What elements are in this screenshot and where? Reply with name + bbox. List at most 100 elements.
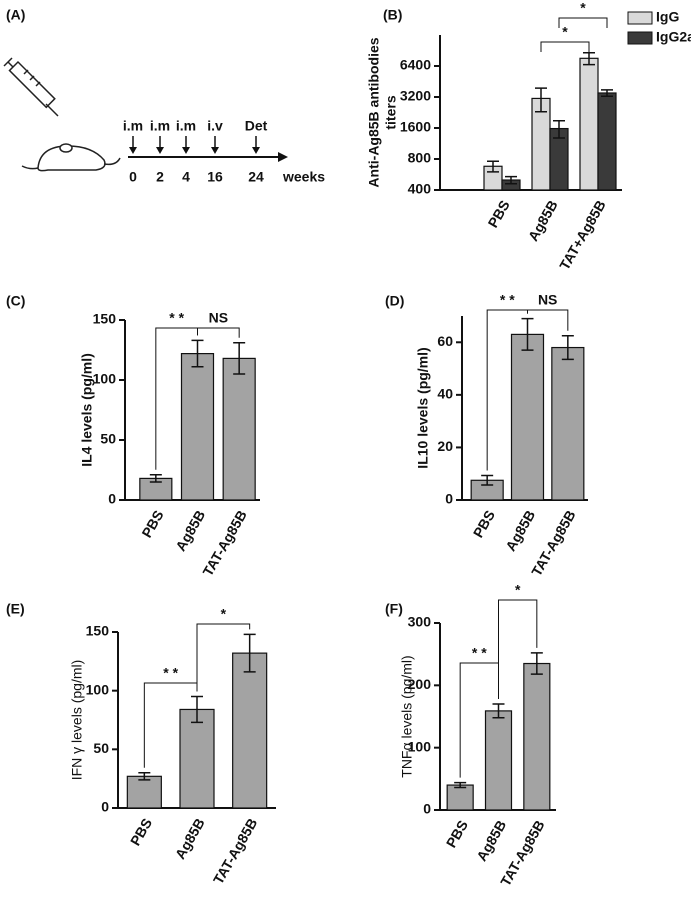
panel-label: (C): [6, 293, 25, 309]
legend-label: IgG: [656, 9, 679, 25]
x-tick-label: TAT+Ag85B: [556, 197, 609, 272]
y-tick-label: 40: [437, 386, 453, 402]
timeline-axis: [128, 152, 288, 162]
bar: [523, 662, 551, 811]
bar: [551, 346, 585, 501]
legend-swatch: [627, 11, 653, 25]
y-axis-label: TNFα levels (pg/ml): [399, 655, 415, 777]
error-bar: [530, 652, 543, 675]
unit-label: weeks: [282, 169, 325, 185]
bar: [510, 333, 545, 501]
route-label: Det: [245, 118, 268, 134]
significance-label: * *: [169, 310, 184, 326]
route-label: i.m: [150, 118, 170, 134]
y-tick-label: 1600: [400, 119, 431, 135]
bar: [126, 775, 162, 809]
significance-label: *: [515, 582, 521, 598]
event-arrowhead: [252, 147, 260, 154]
y-axis-label: IL10 levels (pg/ml): [415, 347, 431, 468]
week-label: 24: [248, 169, 264, 185]
y-tick-label: 800: [408, 150, 432, 166]
bar: [446, 784, 474, 811]
bar: [180, 353, 215, 501]
significance-bracket: [540, 41, 590, 52]
y-tick-label: 0: [108, 491, 116, 507]
significance-label: NS: [538, 292, 557, 308]
significance-label: *: [562, 24, 568, 40]
y-tick-label: 3200: [400, 88, 431, 104]
significance-bracket: [196, 623, 251, 692]
y-axis-label: titers: [383, 95, 399, 129]
y-tick-label: 6400: [400, 57, 431, 73]
error-bar: [243, 633, 256, 673]
y-axis-label: Anti-Ag85B antibodies: [366, 37, 382, 187]
error-bar: [481, 474, 494, 486]
y-tick-label: 20: [437, 438, 453, 454]
significance-label: NS: [209, 310, 228, 326]
bar: [484, 710, 513, 811]
y-tick-label: 200: [408, 676, 432, 692]
panel-label: (B): [383, 7, 402, 23]
week-label: 4: [182, 169, 190, 185]
event-arrowhead: [129, 147, 137, 154]
error-bar: [505, 175, 517, 185]
panel-label: (D): [385, 293, 404, 309]
y-tick-label: 150: [86, 623, 110, 639]
week-label: 16: [207, 169, 223, 185]
error-bar: [233, 342, 246, 375]
panel-label: (F): [385, 601, 403, 617]
error-bar: [535, 87, 547, 113]
event-arrowhead: [211, 147, 219, 154]
significance-label: *: [580, 0, 586, 16]
significance-label: *: [221, 606, 227, 622]
y-axis-label: IFN γ levels (pg/ml): [69, 660, 85, 781]
mouse: [21, 143, 121, 172]
y-tick-label: 60: [437, 333, 453, 349]
error-bar: [191, 695, 203, 724]
y-tick-label: 100: [408, 738, 432, 754]
bar: [232, 652, 268, 809]
y-axis-label: IL4 levels (pg/ml): [79, 353, 95, 467]
event-arrowhead: [182, 147, 190, 154]
panel-label: (E): [6, 601, 25, 617]
x-tick-label: TAT-Ag85B: [199, 507, 250, 579]
significance-bracket: [527, 309, 569, 331]
bar: [579, 57, 599, 191]
y-tick-label: 50: [100, 431, 116, 447]
significance-bracket: [498, 599, 538, 700]
y-tick-label: 400: [408, 181, 432, 197]
legend-swatch: [627, 31, 653, 45]
y-tick-label: 50: [93, 740, 109, 756]
error-bar: [561, 334, 574, 361]
syringe: [3, 57, 59, 117]
x-tick-label: Ag85B: [172, 815, 208, 861]
significance-bracket: [197, 327, 240, 338]
y-tick-label: 100: [86, 681, 110, 697]
error-bar: [601, 89, 613, 98]
y-tick-label: 300: [408, 614, 432, 630]
significance-label: * *: [500, 292, 515, 308]
x-tick-label: Ag85B: [473, 817, 509, 863]
x-tick-label: TAT-Ag85B: [210, 815, 261, 887]
x-tick-label: PBS: [127, 815, 155, 848]
bar: [179, 708, 215, 809]
event-arrowhead: [156, 147, 164, 154]
error-bar: [149, 474, 162, 483]
error-bar: [583, 52, 595, 66]
route-label: i.m: [123, 118, 143, 134]
x-tick-label: PBS: [138, 507, 166, 540]
error-bar: [553, 120, 565, 139]
bar: [597, 92, 617, 191]
y-tick-label: 0: [101, 799, 109, 815]
route-label: i.m: [176, 118, 196, 134]
y-tick-label: 0: [445, 491, 453, 507]
significance-bracket: [558, 17, 608, 28]
error-bar: [138, 772, 151, 781]
panel-label: (A): [6, 7, 25, 23]
significance-label: * *: [472, 645, 487, 661]
x-tick-label: PBS: [485, 197, 513, 230]
error-bar: [521, 317, 534, 351]
y-tick-label: 100: [93, 371, 117, 387]
error-bar: [191, 339, 204, 368]
